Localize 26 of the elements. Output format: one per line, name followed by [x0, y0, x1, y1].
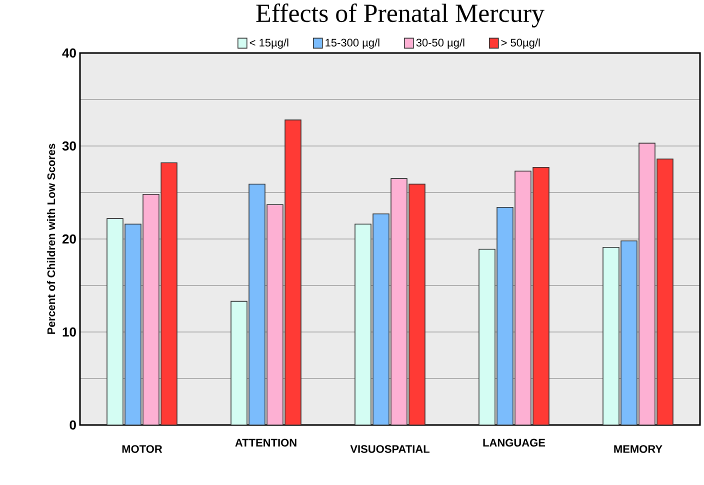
x-tick-label: MEMORY [614, 445, 662, 453]
bar [496, 206, 514, 425]
legend-label: 15-300 µg/l [326, 38, 380, 49]
bar [602, 246, 620, 425]
x-tick-label: MOTOR [122, 445, 162, 453]
bar [124, 224, 142, 425]
y-tick-label: 40 [62, 48, 76, 58]
y-axis-title: Percent of Children with Low Scores [47, 144, 56, 334]
x-tick-label: LANGUAGE [483, 438, 546, 447]
chart-title: Effects of Prenatal Mercury [256, 4, 544, 28]
bar [248, 184, 266, 425]
bar [478, 248, 496, 425]
bar [620, 240, 638, 425]
bar [230, 300, 248, 425]
x-tick-label: VISUOSPATIAL [350, 445, 430, 453]
bar [106, 218, 124, 425]
y-tick-label: 0 [70, 420, 76, 430]
legend-label: > 50µg/l [501, 38, 540, 49]
bar [354, 224, 372, 425]
legend-label: < 15µg/l [250, 38, 288, 49]
y-tick-label: 10 [62, 327, 76, 337]
y-tick-label: 20 [62, 234, 76, 244]
legend-label: 30-50 µg/l [416, 38, 464, 49]
x-tick-label: ATTENTION [235, 438, 296, 447]
bar [372, 213, 390, 425]
y-tick-label: 30 [62, 141, 76, 151]
